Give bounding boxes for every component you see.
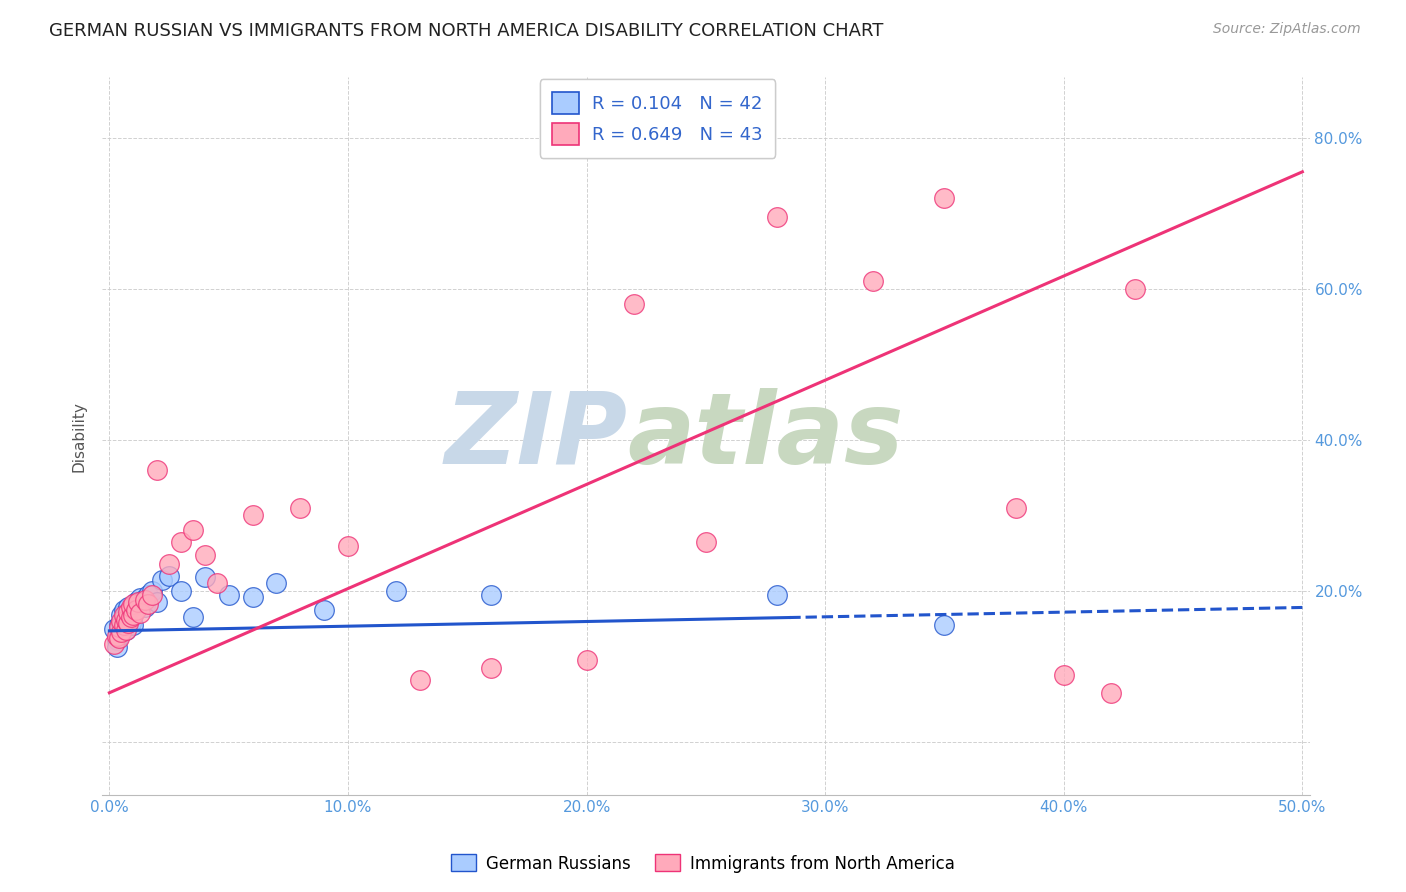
Point	[408, 673, 430, 687]
Point	[623, 297, 645, 311]
Point	[115, 623, 138, 637]
Point	[117, 617, 139, 632]
Point	[115, 623, 138, 637]
Point	[181, 524, 204, 538]
Point	[120, 600, 142, 615]
Point	[134, 593, 156, 607]
Point	[103, 637, 125, 651]
Point	[120, 607, 142, 621]
Point	[290, 500, 312, 515]
Text: Source: ZipAtlas.com: Source: ZipAtlas.com	[1213, 22, 1361, 37]
Point	[105, 629, 128, 643]
Point	[141, 583, 163, 598]
Point	[112, 607, 135, 622]
Point	[934, 191, 956, 205]
Point	[112, 617, 135, 632]
Point	[117, 600, 139, 615]
Point	[136, 598, 159, 612]
Legend: German Russians, Immigrants from North America: German Russians, Immigrants from North A…	[444, 847, 962, 880]
Point	[110, 625, 132, 640]
Text: atlas: atlas	[627, 387, 904, 484]
Point	[110, 625, 132, 640]
Point	[194, 548, 217, 562]
Point	[384, 583, 406, 598]
Point	[127, 595, 149, 609]
Point	[122, 617, 145, 632]
Point	[108, 629, 131, 643]
Point	[122, 607, 145, 622]
Point	[695, 534, 717, 549]
Y-axis label: Disability: Disability	[72, 401, 86, 472]
Point	[117, 615, 139, 630]
Point	[117, 610, 139, 624]
Point	[242, 590, 264, 604]
Point	[122, 598, 145, 612]
Point	[242, 508, 264, 523]
Point	[120, 615, 142, 630]
Point	[129, 591, 152, 606]
Point	[112, 622, 135, 636]
Point	[129, 607, 152, 621]
Point	[1123, 282, 1146, 296]
Point	[314, 603, 336, 617]
Point	[862, 274, 884, 288]
Point	[146, 595, 169, 609]
Point	[120, 610, 142, 624]
Point	[110, 615, 132, 630]
Point	[266, 576, 288, 591]
Point	[115, 614, 138, 628]
Point	[1101, 686, 1123, 700]
Point	[103, 622, 125, 636]
Point	[122, 607, 145, 622]
Point	[136, 588, 159, 602]
Point	[479, 588, 502, 602]
Point	[115, 613, 138, 627]
Point	[181, 610, 204, 624]
Text: ZIP: ZIP	[444, 387, 627, 484]
Point	[157, 558, 180, 572]
Point	[110, 607, 132, 622]
Legend: R = 0.104   N = 42, R = 0.649   N = 43: R = 0.104 N = 42, R = 0.649 N = 43	[540, 79, 775, 158]
Point	[336, 539, 359, 553]
Point	[105, 640, 128, 655]
Point	[766, 588, 789, 602]
Point	[150, 573, 173, 587]
Point	[479, 661, 502, 675]
Point	[108, 620, 131, 634]
Point	[205, 576, 228, 591]
Point	[934, 617, 956, 632]
Point	[132, 593, 155, 607]
Point	[170, 583, 193, 598]
Point	[1005, 500, 1028, 515]
Point	[1053, 668, 1076, 682]
Point	[127, 598, 149, 612]
Text: GERMAN RUSSIAN VS IMMIGRANTS FROM NORTH AMERICA DISABILITY CORRELATION CHART: GERMAN RUSSIAN VS IMMIGRANTS FROM NORTH …	[49, 22, 883, 40]
Point	[170, 534, 193, 549]
Point	[575, 653, 598, 667]
Point	[157, 568, 180, 582]
Point	[124, 595, 146, 609]
Point	[134, 600, 156, 615]
Point	[766, 210, 789, 224]
Point	[108, 631, 131, 645]
Point	[105, 632, 128, 647]
Point	[110, 614, 132, 628]
Point	[108, 617, 131, 632]
Point	[194, 570, 217, 584]
Point	[124, 603, 146, 617]
Point	[146, 463, 169, 477]
Point	[141, 588, 163, 602]
Point	[218, 588, 240, 602]
Point	[115, 607, 138, 621]
Point	[112, 613, 135, 627]
Point	[112, 603, 135, 617]
Point	[117, 605, 139, 619]
